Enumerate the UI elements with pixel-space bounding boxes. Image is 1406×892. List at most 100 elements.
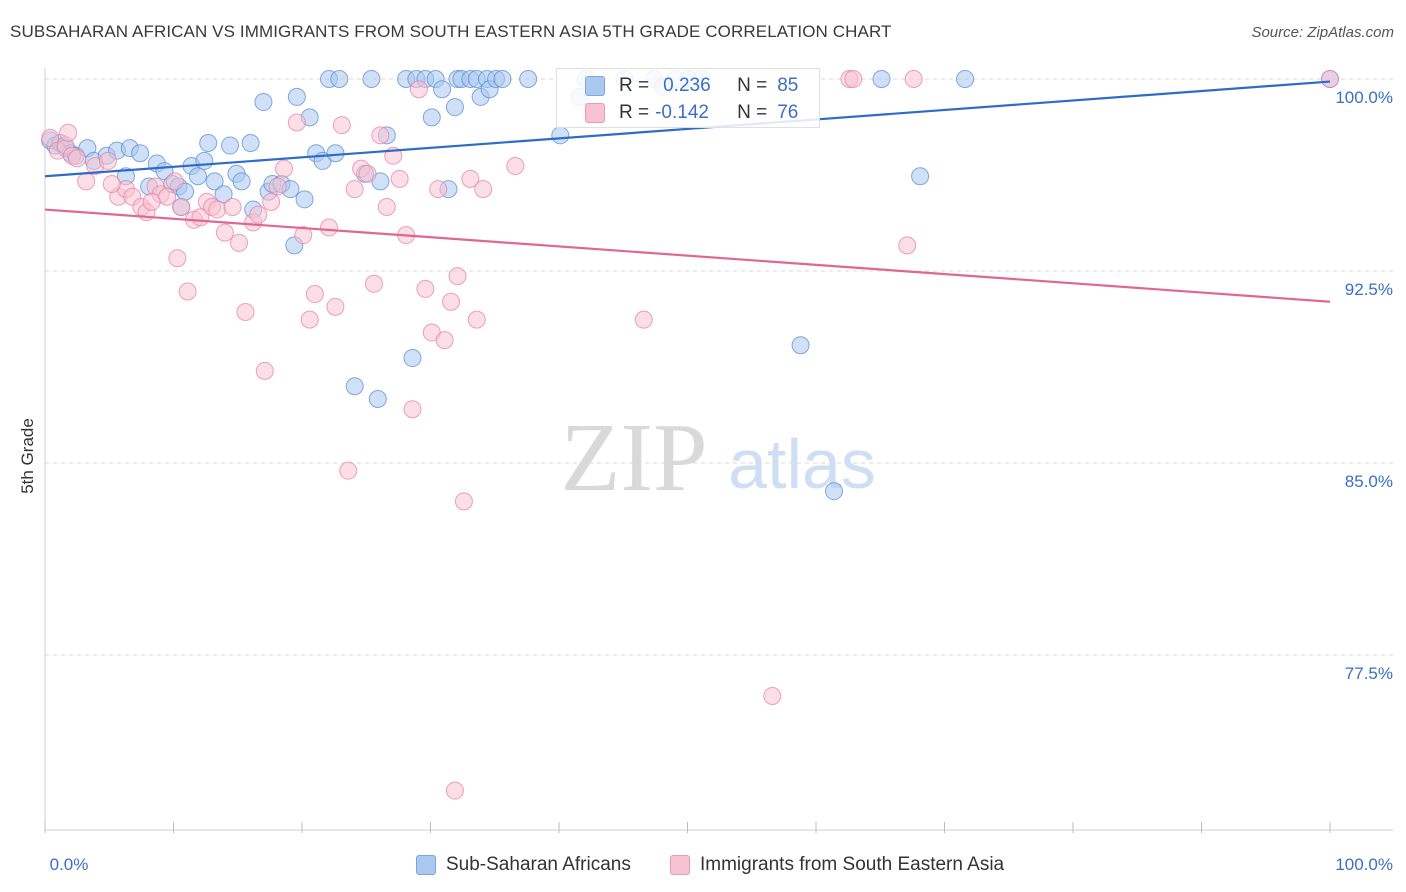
point-sea <box>448 267 467 286</box>
point-sea <box>300 310 319 329</box>
point-sea <box>634 310 653 329</box>
point-sea <box>467 310 486 329</box>
point-subsaharan <box>433 80 452 99</box>
point-sea <box>371 126 390 145</box>
n-value: 76 <box>777 102 799 123</box>
point-sea <box>506 157 525 176</box>
point-subsaharan <box>330 70 349 88</box>
y-axis-label: 5th Grade <box>18 418 37 494</box>
point-sea <box>158 187 177 206</box>
point-subsaharan <box>326 144 345 163</box>
grid-lines <box>45 78 1393 656</box>
point-sea <box>102 174 121 193</box>
point-subsaharan <box>956 70 975 88</box>
r-label: R = <box>619 102 650 123</box>
point-subsaharan <box>287 87 306 106</box>
point-sea <box>287 113 306 132</box>
point-sea <box>208 200 227 219</box>
x-tick-label: 100.0% <box>1335 855 1393 874</box>
point-sea <box>59 123 78 142</box>
trend-lines <box>44 80 1331 303</box>
point-sea <box>364 274 383 293</box>
y-tick-label: 92.5% <box>1345 280 1393 299</box>
point-sea <box>319 218 338 237</box>
point-subsaharan <box>422 108 441 127</box>
point-sea <box>844 70 863 88</box>
stats-box: R = 0.236 N = 85 R = -0.142 N = 76 <box>556 68 820 128</box>
stats-row-blue: R = 0.236 N = 85 <box>557 73 798 99</box>
legend: Sub-Saharan Africans Immigrants from Sou… <box>0 852 1406 878</box>
stats-row-pink: R = -0.142 N = 76 <box>557 100 798 126</box>
pink-swatch <box>585 103 605 123</box>
point-sea <box>230 233 249 252</box>
point-subsaharan <box>199 134 218 152</box>
point-subsaharan <box>368 390 387 408</box>
point-sea <box>178 282 197 301</box>
point-sea <box>275 159 294 178</box>
point-sea <box>255 361 274 380</box>
point-subsaharan <box>791 336 810 355</box>
point-sea <box>454 492 473 511</box>
y-tick-label: 100.0% <box>1335 88 1393 107</box>
point-sea <box>236 302 255 321</box>
legend-swatch-blue <box>416 855 436 875</box>
point-sea <box>168 249 187 268</box>
point-sea <box>416 279 435 298</box>
point-sea <box>474 180 493 199</box>
chart-title: SUBSAHARAN AFRICAN VS IMMIGRANTS FROM SO… <box>10 22 892 41</box>
r-value: 0.236 <box>663 75 711 96</box>
n-value: 85 <box>777 75 799 96</box>
point-subsaharan <box>195 151 214 170</box>
point-subsaharan <box>188 167 207 186</box>
x-tick-label: 0.0% <box>50 855 89 874</box>
point-subsaharan <box>362 70 381 88</box>
legend-label: Immigrants from South Eastern Asia <box>700 854 1005 875</box>
y-tick-label: 85.0% <box>1345 472 1393 491</box>
point-sea <box>461 169 480 188</box>
source-label: Source: ZipAtlas.com <box>1251 24 1394 41</box>
point-sea <box>215 223 234 242</box>
legend-swatch-pink <box>670 855 690 875</box>
point-sea <box>339 461 358 480</box>
point-sea <box>409 80 428 99</box>
point-subsaharan <box>205 172 224 191</box>
point-subsaharan <box>221 136 240 155</box>
point-sea <box>142 192 161 211</box>
point-sea <box>172 198 191 216</box>
watermark-atlas: atlas <box>728 425 876 503</box>
point-sea <box>223 198 242 216</box>
point-subsaharan <box>214 185 233 204</box>
n-label: N = <box>737 102 768 123</box>
tick-labels: 100.0% 92.5% 85.0% 77.5% 0.0% 100.0% <box>50 88 1393 874</box>
point-subsaharan <box>824 482 843 501</box>
point-sea <box>294 226 313 245</box>
point-subsaharan <box>911 167 930 186</box>
point-sea <box>249 205 268 224</box>
r-label: R = <box>619 75 650 96</box>
point-subsaharan <box>254 93 273 112</box>
point-subsaharan <box>131 144 150 163</box>
point-sea <box>98 151 117 170</box>
point-subsaharan <box>345 377 364 396</box>
point-sea <box>68 149 87 168</box>
blue-swatch <box>585 76 605 96</box>
point-sea <box>262 192 281 211</box>
watermark: ZIP atlas <box>561 404 876 512</box>
trend-line-sea <box>44 208 1331 303</box>
point-sea <box>1321 70 1339 88</box>
point-sea <box>435 331 454 350</box>
point-sea <box>345 180 364 199</box>
y-tick-label: 77.5% <box>1345 664 1393 683</box>
point-sea <box>429 180 448 199</box>
point-sea <box>904 70 923 88</box>
point-subsaharan <box>241 134 260 152</box>
legend-label: Sub-Saharan Africans <box>446 854 631 875</box>
point-sea <box>305 285 324 304</box>
point-subsaharan <box>551 126 570 145</box>
point-sea <box>332 116 351 135</box>
watermark-zip: ZIP <box>561 404 708 512</box>
r-value: -0.142 <box>655 102 709 123</box>
point-sea <box>377 198 396 216</box>
point-sea <box>268 177 287 196</box>
